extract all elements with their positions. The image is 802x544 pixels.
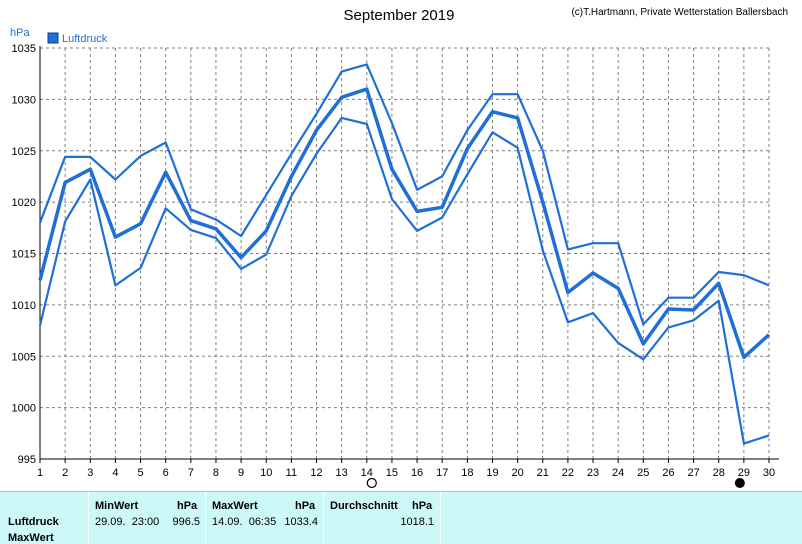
- x-tick-label: 13: [336, 467, 348, 479]
- x-tick-label: 15: [386, 467, 398, 479]
- y-tick-label: 1005: [12, 351, 36, 363]
- y-tick-labels: 995 1000 1005 1010 1015 1020 1025 1030 1035: [12, 43, 36, 466]
- min-time: 29.09. 23:00: [95, 516, 160, 528]
- series-line-min: [38, 116, 770, 445]
- avg-unit: hPa: [412, 500, 433, 512]
- max-header: MaxWert: [212, 500, 258, 512]
- min-value: 996.5: [172, 516, 200, 528]
- x-tick-label: 16: [411, 467, 423, 479]
- x-tick-label: 14: [361, 467, 373, 479]
- x-tick-label: 20: [511, 467, 523, 479]
- x-tick-label: 4: [112, 467, 118, 479]
- y-tick-label: 1035: [12, 43, 36, 55]
- x-tick-label: 26: [662, 467, 674, 479]
- chart-title: September 2019: [344, 7, 455, 24]
- max-value: 1033.4: [284, 516, 318, 528]
- pressure-chart: September 2019 (c)T.Hartmann, Private We…: [10, 7, 788, 489]
- x-tick-label: 5: [137, 467, 143, 479]
- x-tick-label: 11: [286, 467, 297, 479]
- legend-swatch: [47, 32, 59, 44]
- y-tick-label: 1000: [12, 403, 36, 415]
- x-tick-label: 3: [87, 467, 93, 479]
- stats-row-label-2: MaxWert: [8, 532, 54, 544]
- max-marker-icon: [366, 477, 377, 489]
- max-unit: hPa: [295, 500, 316, 512]
- x-tick-labels: 1 2 3 4 5 6 7 8 9 10 11 12 13 14 15 16 17 18 19 20 21 22 23 24 2…: [37, 467, 775, 479]
- axes: [39, 46, 779, 463]
- copyright-text: (c)T.Hartmann, Private Wetterstation Bal…: [571, 7, 788, 18]
- y-tick-label: 1020: [12, 197, 36, 209]
- x-tick-label: 6: [163, 467, 169, 479]
- x-tick-label: 24: [612, 467, 624, 479]
- x-tick-label: 30: [763, 467, 775, 479]
- x-tick-label: 25: [637, 467, 649, 479]
- avg-value: 1018.1: [400, 516, 434, 528]
- x-tick-label: 19: [486, 467, 498, 479]
- min-marker-icon: [734, 478, 745, 488]
- min-unit: hPa: [177, 500, 198, 512]
- x-tick-label: 17: [436, 467, 448, 479]
- series-lines: [38, 63, 771, 445]
- x-tick-label: 2: [62, 467, 68, 479]
- avg-header: Durchschnitt: [330, 500, 398, 512]
- y-tick-label: 1025: [12, 146, 36, 158]
- x-tick-label: 18: [461, 467, 473, 479]
- y-tick-label: 1010: [12, 300, 36, 312]
- y-tick-label: 1015: [12, 249, 36, 261]
- extreme-markers: [366, 477, 745, 489]
- y-tick-label: 1030: [12, 94, 36, 106]
- stats-row-label: Luftdruck: [8, 516, 59, 528]
- x-tick-label: 21: [537, 467, 549, 479]
- x-tick-label: 28: [713, 467, 725, 479]
- y-tick-label: 995: [18, 454, 36, 466]
- max-time: 14.09. 06:35: [212, 516, 277, 528]
- x-tick-label: 12: [310, 467, 322, 479]
- x-tick-label: 8: [213, 467, 219, 479]
- min-header: MinWert: [95, 500, 139, 512]
- grid: [40, 47, 770, 459]
- statistics-panel: Luftdruck MaxWert MinWert hPa 29.09. 23:…: [0, 491, 802, 544]
- series-line-max: [38, 63, 770, 326]
- y-axis-unit: hPa: [10, 27, 30, 39]
- x-tick-label: 23: [587, 467, 599, 479]
- x-tick-label: 7: [188, 467, 194, 479]
- x-tick-label: 27: [687, 467, 699, 479]
- x-tick-label: 22: [562, 467, 574, 479]
- legend-label: Luftdruck: [62, 33, 108, 45]
- x-tick-label: 10: [260, 467, 272, 479]
- x-tick-label: 1: [37, 467, 43, 479]
- x-tick-label: 29: [738, 467, 750, 479]
- series-line-avg: [38, 87, 771, 360]
- x-tick-label: 9: [238, 467, 244, 479]
